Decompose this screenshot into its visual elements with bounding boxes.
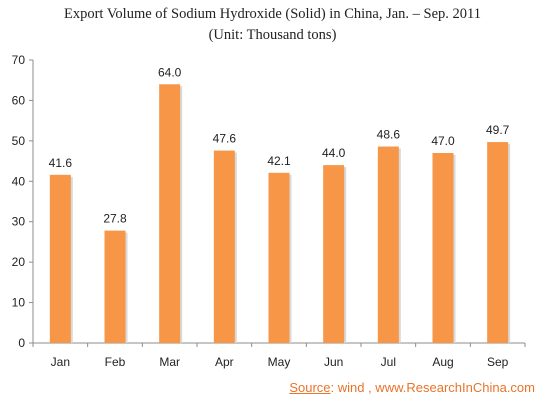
bar xyxy=(268,172,290,343)
bar xyxy=(159,84,181,343)
bar xyxy=(377,146,399,343)
x-tick-label: Mar xyxy=(159,355,180,369)
data-label: 44.0 xyxy=(322,146,346,160)
x-tick-label: Jul xyxy=(381,355,396,369)
data-label: 47.6 xyxy=(213,132,237,146)
data-label: 49.7 xyxy=(486,123,510,137)
y-tick-label: 70 xyxy=(12,53,26,67)
bar xyxy=(432,152,454,343)
y-tick-label: 30 xyxy=(12,215,26,229)
bar xyxy=(213,150,235,343)
x-tick-label: Aug xyxy=(432,355,453,369)
chart-subtitle: (Unit: Thousand tons) xyxy=(208,27,337,43)
x-tick-label: Apr xyxy=(215,355,234,369)
bar xyxy=(49,174,71,343)
x-tick-label: Jun xyxy=(324,355,343,369)
bar xyxy=(323,165,345,343)
y-tick-label: 20 xyxy=(12,255,26,269)
source-text: : wind , www.ResearchInChina.com xyxy=(330,380,535,395)
x-tick-label: Jan xyxy=(51,355,70,369)
bar xyxy=(104,230,126,343)
x-tick-label: May xyxy=(268,355,291,369)
chart-title: Export Volume of Sodium Hydroxide (Solid… xyxy=(64,6,481,22)
bar xyxy=(487,142,509,343)
source-label: Source xyxy=(289,380,331,395)
y-tick-label: 50 xyxy=(12,134,26,148)
data-label: 64.0 xyxy=(158,65,182,79)
y-tick-label: 40 xyxy=(12,174,26,188)
x-tick-label: Feb xyxy=(105,355,126,369)
data-label: 47.0 xyxy=(431,134,455,148)
data-label: 48.6 xyxy=(377,128,401,142)
data-label: 41.6 xyxy=(49,156,73,170)
y-tick-label: 0 xyxy=(18,336,25,350)
source-note: Source: wind , www.ResearchInChina.com xyxy=(289,380,535,395)
y-tick-label: 10 xyxy=(12,296,26,310)
data-label: 42.1 xyxy=(267,154,291,168)
x-tick-label: Sep xyxy=(487,355,509,369)
y-tick-label: 60 xyxy=(12,93,26,107)
data-label: 27.8 xyxy=(103,212,127,226)
